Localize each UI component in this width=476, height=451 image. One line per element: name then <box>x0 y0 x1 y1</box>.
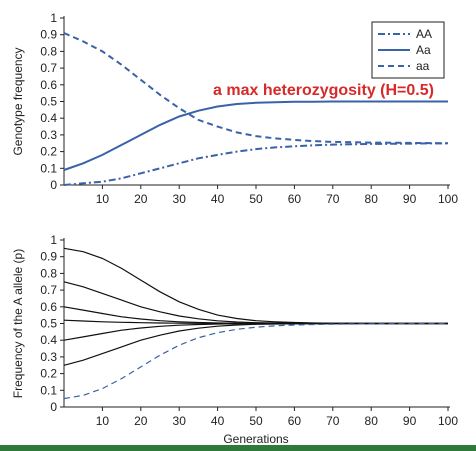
series-line-aa <box>63 142 449 186</box>
y-tick-label: 0.7 <box>40 283 57 297</box>
y-tick-label: 0.4 <box>40 111 57 125</box>
y-tick-label: 0.9 <box>40 250 57 264</box>
x-tick-label: 70 <box>326 192 340 206</box>
y-axis-label: Frequency of the A allele (p) <box>11 249 25 398</box>
x-tick-label: 60 <box>288 414 302 428</box>
x-tick-label: 10 <box>96 192 110 206</box>
x-tick-label: 60 <box>288 192 302 206</box>
y-tick-label: 1 <box>50 233 57 247</box>
y-tick-label: 0 <box>50 178 57 192</box>
legend-label-aa: Aa <box>416 43 431 57</box>
y-tick-label: 0.6 <box>40 78 57 92</box>
y-tick-label: 0.8 <box>40 266 57 280</box>
x-tick-label: 30 <box>173 414 187 428</box>
genotype-frequency-panel: 0 0.1 0.2 0.3 0.4 0.5 0.6 0.7 0.8 0.9 1 10 20 30 40 50 6… <box>11 11 458 206</box>
series-line-7 <box>63 322 448 400</box>
bottom-bar <box>0 445 476 451</box>
y-tick-label: 1 <box>50 11 57 25</box>
series-line-aa <box>63 32 449 145</box>
x-tick-label: 50 <box>249 414 263 428</box>
y-tick-label: 0.2 <box>40 145 57 159</box>
x-tick-label: 40 <box>211 414 225 428</box>
x-tick-label: 20 <box>134 414 148 428</box>
x-tick-label: 90 <box>403 414 417 428</box>
y-axis-label: Genotype frequency <box>11 47 25 155</box>
y-tick-label: 0.4 <box>40 333 57 347</box>
x-tick-label: 90 <box>403 192 417 206</box>
x-tick-label: 100 <box>438 414 458 428</box>
y-tick-label: 0.2 <box>40 367 57 381</box>
y-tick-label: 0.3 <box>40 128 57 142</box>
series-line-5 <box>63 322 448 341</box>
x-tick-label: 80 <box>365 192 379 206</box>
y-tick-label: 0.5 <box>40 317 57 331</box>
x-tick-label: 50 <box>249 192 263 206</box>
x-axis-label: Generations <box>223 432 288 446</box>
y-tick-label: 0.7 <box>40 61 57 75</box>
series-line-1 <box>63 247 448 325</box>
x-tick-label: 80 <box>365 414 379 428</box>
x-tick-label: 10 <box>96 414 110 428</box>
x-tick-label: 100 <box>438 192 458 206</box>
x-tick-label: 70 <box>326 414 340 428</box>
y-tick-label: 0 <box>50 400 57 414</box>
y-tick-label: 0.1 <box>40 161 57 175</box>
y-tick-label: 0.5 <box>40 95 57 109</box>
x-tick-label: 30 <box>173 192 187 206</box>
y-tick-label: 0.6 <box>40 300 57 314</box>
series-line-aa <box>63 100 448 171</box>
y-tick-label: 0.9 <box>40 28 57 42</box>
y-tick-label: 0.1 <box>40 383 57 397</box>
allele-frequency-panel: 0 0.1 0.2 0.3 0.4 0.5 0.6 0.7 0.8 0.9 1 10 20 30 40 50 6… <box>11 233 458 446</box>
x-tick-label: 20 <box>134 192 148 206</box>
legend-label-aa: AA <box>416 27 432 41</box>
y-tick-label: 0.3 <box>40 350 57 364</box>
x-tick-label: 40 <box>211 192 225 206</box>
y-tick-label: 0.8 <box>40 44 57 58</box>
legend-label-aa: aa <box>416 59 430 73</box>
max-heterozygosity-annotation: a max heterozygosity (H=0.5) <box>213 82 434 99</box>
legend: AA Aa aa <box>371 21 445 79</box>
